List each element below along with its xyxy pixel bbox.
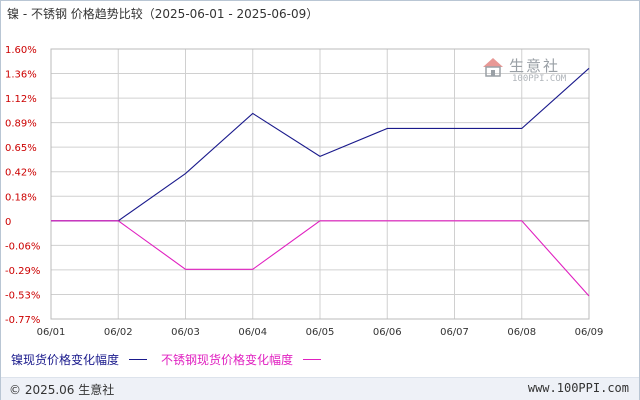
- x-tick-label: 06/06: [373, 327, 402, 338]
- x-tick-label: 06/08: [507, 327, 536, 338]
- y-tick-label: 1.12%: [5, 94, 37, 105]
- y-tick-label: 0.89%: [5, 119, 37, 130]
- line-chart: 1.60% 1.36% 1.12% 0.89% 0.65% 0.42% 0.18% 0 -0.0…: [5, 45, 604, 338]
- x-tick-label: 06/03: [171, 327, 200, 338]
- x-tick-label: 06/01: [37, 327, 66, 338]
- y-tick-label: 0.42%: [5, 168, 37, 179]
- legend-swatch-stainless: [303, 359, 322, 360]
- y-axis-ticks: 1.60% 1.36% 1.12% 0.89% 0.65% 0.42% 0.18% 0 -0.0…: [5, 45, 40, 326]
- y-tick-label: -0.29%: [5, 266, 40, 277]
- y-tick-label: -0.06%: [5, 241, 40, 252]
- plot-border: [50, 48, 590, 320]
- series-line-nickel: [51, 67, 590, 222]
- y-tick-label: 0.65%: [5, 143, 37, 154]
- y-tick-label: 0: [5, 217, 11, 228]
- y-tick-label: 1.36%: [5, 70, 37, 81]
- copyright: © 2025.06 生意社: [9, 383, 115, 397]
- y-tick-label: 1.60%: [5, 45, 37, 56]
- grid: [50, 48, 590, 320]
- x-axis-ticks: 06/01 06/02 06/03 06/04 06/05 06/06 06/07 06/08…: [37, 327, 604, 338]
- x-tick-label: 06/09: [575, 327, 604, 338]
- watermark-url: 100PPI.COM: [512, 74, 567, 84]
- x-tick-label: 06/04: [238, 327, 267, 338]
- legend: 镍现货价格变化幅度 不锈钢现货价格变化幅度: [11, 351, 335, 368]
- series-lines: [51, 67, 590, 297]
- footer: © 2025.06 生意社 www.100PPI.com: [1, 377, 639, 400]
- y-tick-label: -0.77%: [5, 315, 40, 326]
- house-logo-icon: [483, 58, 503, 77]
- legend-label-stainless: 不锈钢现货价格变化幅度: [161, 353, 294, 367]
- y-tick-label: -0.53%: [5, 290, 40, 301]
- series-line-stainless: [51, 220, 590, 297]
- watermark-name: 生意社: [509, 57, 561, 75]
- chart-title: 镍 - 不锈钢 价格趋势比较（2025-06-01 - 2025-06-09）: [7, 7, 319, 21]
- x-tick-label: 06/07: [440, 327, 469, 338]
- legend-swatch-nickel: [129, 359, 148, 360]
- y-tick-label: 0.18%: [5, 192, 37, 203]
- x-tick-label: 06/02: [104, 327, 133, 338]
- x-tick-label: 06/05: [306, 327, 335, 338]
- legend-label-nickel: 镍现货价格变化幅度: [11, 353, 120, 367]
- site-link[interactable]: www.100PPI.com: [527, 381, 629, 395]
